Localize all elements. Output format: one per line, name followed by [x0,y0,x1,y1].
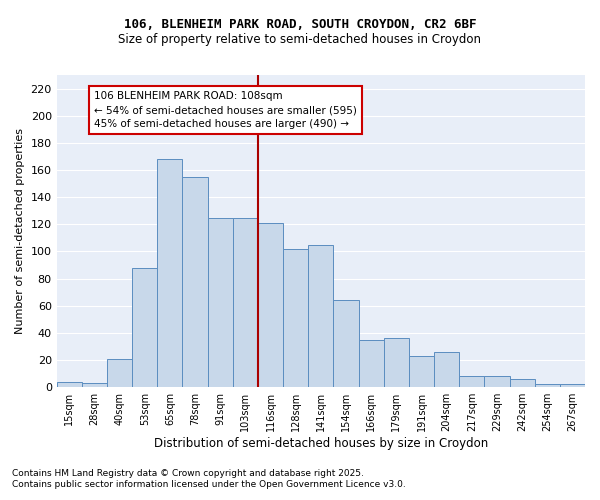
Text: Contains public sector information licensed under the Open Government Licence v3: Contains public sector information licen… [12,480,406,489]
Bar [283,249,308,387]
Bar [409,356,434,387]
Bar [56,382,82,387]
Text: 106, BLENHEIM PARK ROAD, SOUTH CROYDON, CR2 6BF: 106, BLENHEIM PARK ROAD, SOUTH CROYDON, … [124,18,476,30]
Bar [182,177,208,387]
Text: Size of property relative to semi-detached houses in Croydon: Size of property relative to semi-detach… [119,32,482,46]
Bar [535,384,560,387]
Bar [258,223,283,387]
Y-axis label: Number of semi-detached properties: Number of semi-detached properties [15,128,25,334]
Bar [334,300,359,387]
Bar [157,159,182,387]
Bar [82,383,107,387]
X-axis label: Distribution of semi-detached houses by size in Croydon: Distribution of semi-detached houses by … [154,437,488,450]
Bar [233,218,258,387]
Bar [107,358,132,387]
Bar [560,384,585,387]
Bar [308,244,334,387]
Bar [459,376,484,387]
Bar [509,379,535,387]
Bar [384,338,409,387]
Bar [484,376,509,387]
Bar [434,352,459,387]
Bar [208,218,233,387]
Text: Contains HM Land Registry data © Crown copyright and database right 2025.: Contains HM Land Registry data © Crown c… [12,468,364,477]
Bar [132,268,157,387]
Text: 106 BLENHEIM PARK ROAD: 108sqm
← 54% of semi-detached houses are smaller (595)
4: 106 BLENHEIM PARK ROAD: 108sqm ← 54% of … [94,92,357,130]
Bar [359,340,384,387]
